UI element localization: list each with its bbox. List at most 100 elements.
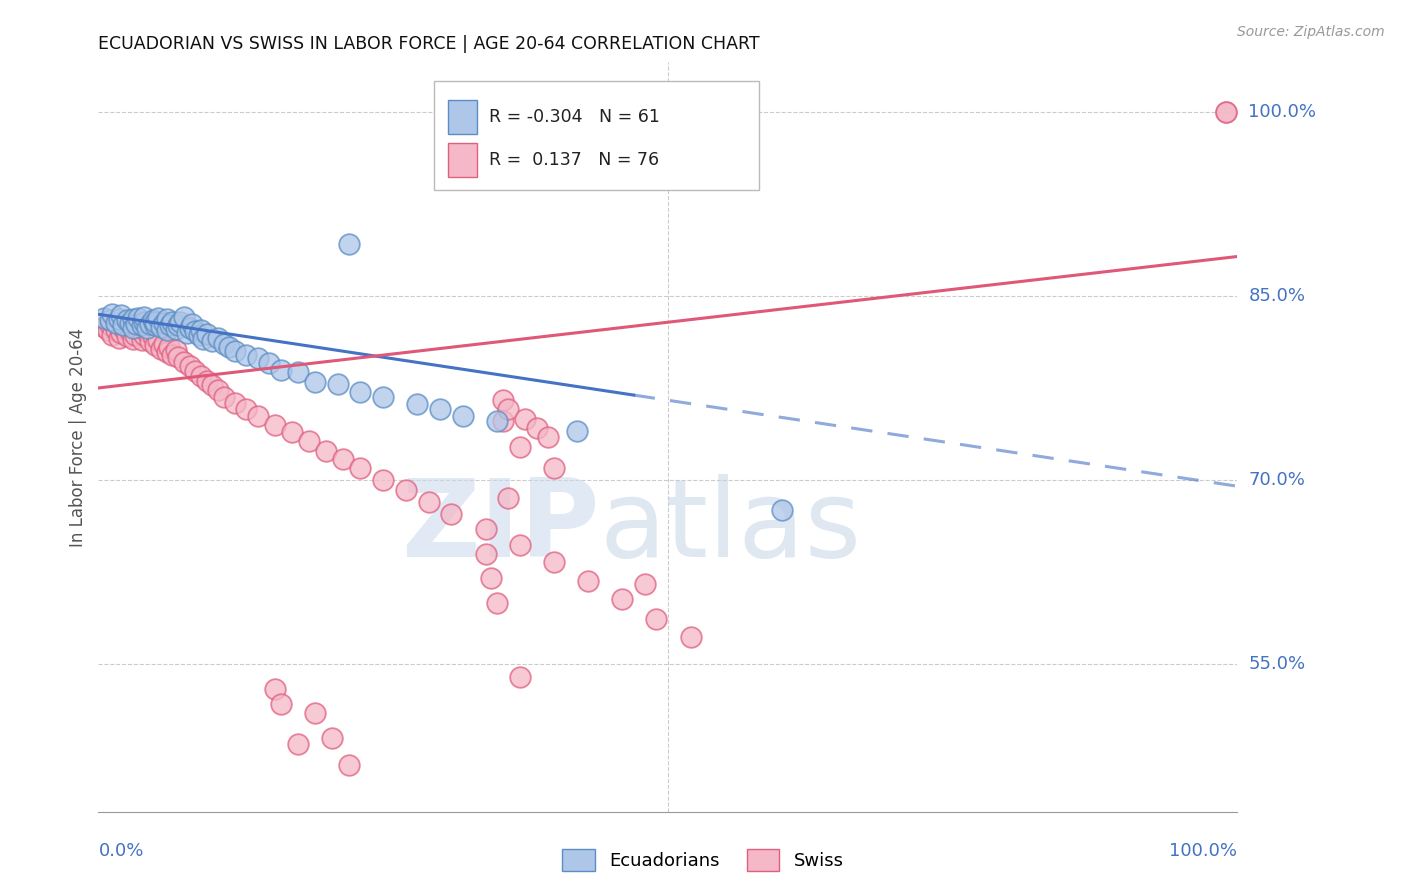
Legend: Ecuadorians, Swiss: Ecuadorians, Swiss: [555, 842, 851, 879]
Point: [246, 351, 269, 366]
Point: [156, 345, 179, 359]
Point: [179, 320, 201, 334]
Point: [207, 384, 229, 398]
Point: [474, 547, 496, 561]
Point: [104, 316, 127, 330]
Point: [132, 310, 155, 324]
Point: [131, 333, 153, 347]
Point: [264, 681, 287, 696]
Point: [110, 309, 132, 323]
Y-axis label: In Labor Force | Age 20-64: In Labor Force | Age 20-64: [69, 327, 87, 547]
Point: [110, 326, 132, 340]
Point: [503, 104, 526, 119]
Point: [146, 310, 169, 325]
Point: [132, 315, 155, 329]
Point: [138, 334, 160, 349]
Point: [349, 384, 371, 399]
Point: [349, 460, 371, 475]
Text: 70.0%: 70.0%: [1249, 471, 1305, 489]
Point: [488, 104, 510, 119]
Point: [576, 574, 599, 588]
Point: [101, 328, 124, 343]
Point: [120, 325, 142, 339]
Point: [121, 332, 143, 346]
Point: [679, 630, 702, 644]
Point: [201, 378, 224, 392]
Point: [270, 362, 292, 376]
Point: [770, 502, 793, 516]
Point: [406, 397, 429, 411]
Point: [235, 348, 257, 362]
Point: [173, 355, 195, 369]
Point: [526, 421, 548, 435]
Point: [479, 571, 502, 585]
Point: [121, 320, 143, 334]
Point: [101, 307, 124, 321]
Point: [96, 323, 118, 337]
Text: ECUADORIAN VS SWISS IN LABOR FORCE | AGE 20-64 CORRELATION CHART: ECUADORIAN VS SWISS IN LABOR FORCE | AGE…: [98, 35, 761, 53]
Point: [165, 343, 187, 357]
Point: [145, 315, 167, 329]
Text: R = -0.304   N = 61: R = -0.304 N = 61: [489, 108, 659, 126]
Point: [212, 336, 235, 351]
Point: [515, 411, 537, 425]
Point: [224, 395, 246, 409]
Point: [332, 452, 354, 467]
Point: [156, 323, 179, 337]
Point: [315, 443, 337, 458]
Point: [371, 390, 394, 404]
Point: [474, 522, 496, 536]
Point: [1215, 104, 1237, 119]
Point: [440, 508, 463, 522]
Point: [190, 323, 212, 337]
Point: [634, 577, 657, 591]
Point: [1215, 104, 1237, 119]
Point: [451, 409, 474, 424]
Point: [337, 237, 360, 252]
Point: [187, 328, 209, 343]
Point: [546, 104, 568, 119]
Point: [127, 310, 149, 325]
Point: [156, 312, 179, 326]
Point: [195, 374, 218, 388]
Point: [93, 310, 115, 325]
Point: [108, 330, 131, 344]
Point: [169, 315, 191, 329]
Point: [537, 430, 560, 444]
Point: [207, 330, 229, 344]
Point: [153, 336, 176, 351]
Point: [162, 348, 184, 362]
Point: [395, 483, 418, 497]
Point: [418, 495, 440, 509]
Point: [304, 375, 326, 389]
Point: [124, 328, 146, 343]
Point: [201, 334, 224, 349]
Point: [146, 333, 169, 347]
Point: [145, 338, 167, 352]
Point: [498, 401, 520, 416]
Point: [509, 670, 531, 684]
Point: [179, 359, 201, 373]
Point: [112, 320, 135, 334]
Point: [509, 440, 531, 454]
Point: [190, 368, 212, 383]
Point: [125, 317, 148, 331]
Point: [115, 329, 138, 343]
Point: [121, 312, 143, 326]
Point: [517, 104, 540, 119]
Point: [132, 328, 155, 343]
Point: [157, 340, 180, 354]
Point: [486, 414, 509, 428]
Point: [176, 326, 198, 340]
Point: [565, 424, 588, 438]
Point: [159, 318, 181, 333]
Point: [150, 342, 173, 356]
Point: [543, 555, 565, 569]
Point: [184, 364, 207, 378]
Point: [492, 414, 515, 428]
Point: [193, 332, 215, 346]
Point: [135, 325, 157, 339]
Point: [138, 317, 160, 331]
Point: [531, 104, 554, 119]
Point: [167, 350, 190, 364]
